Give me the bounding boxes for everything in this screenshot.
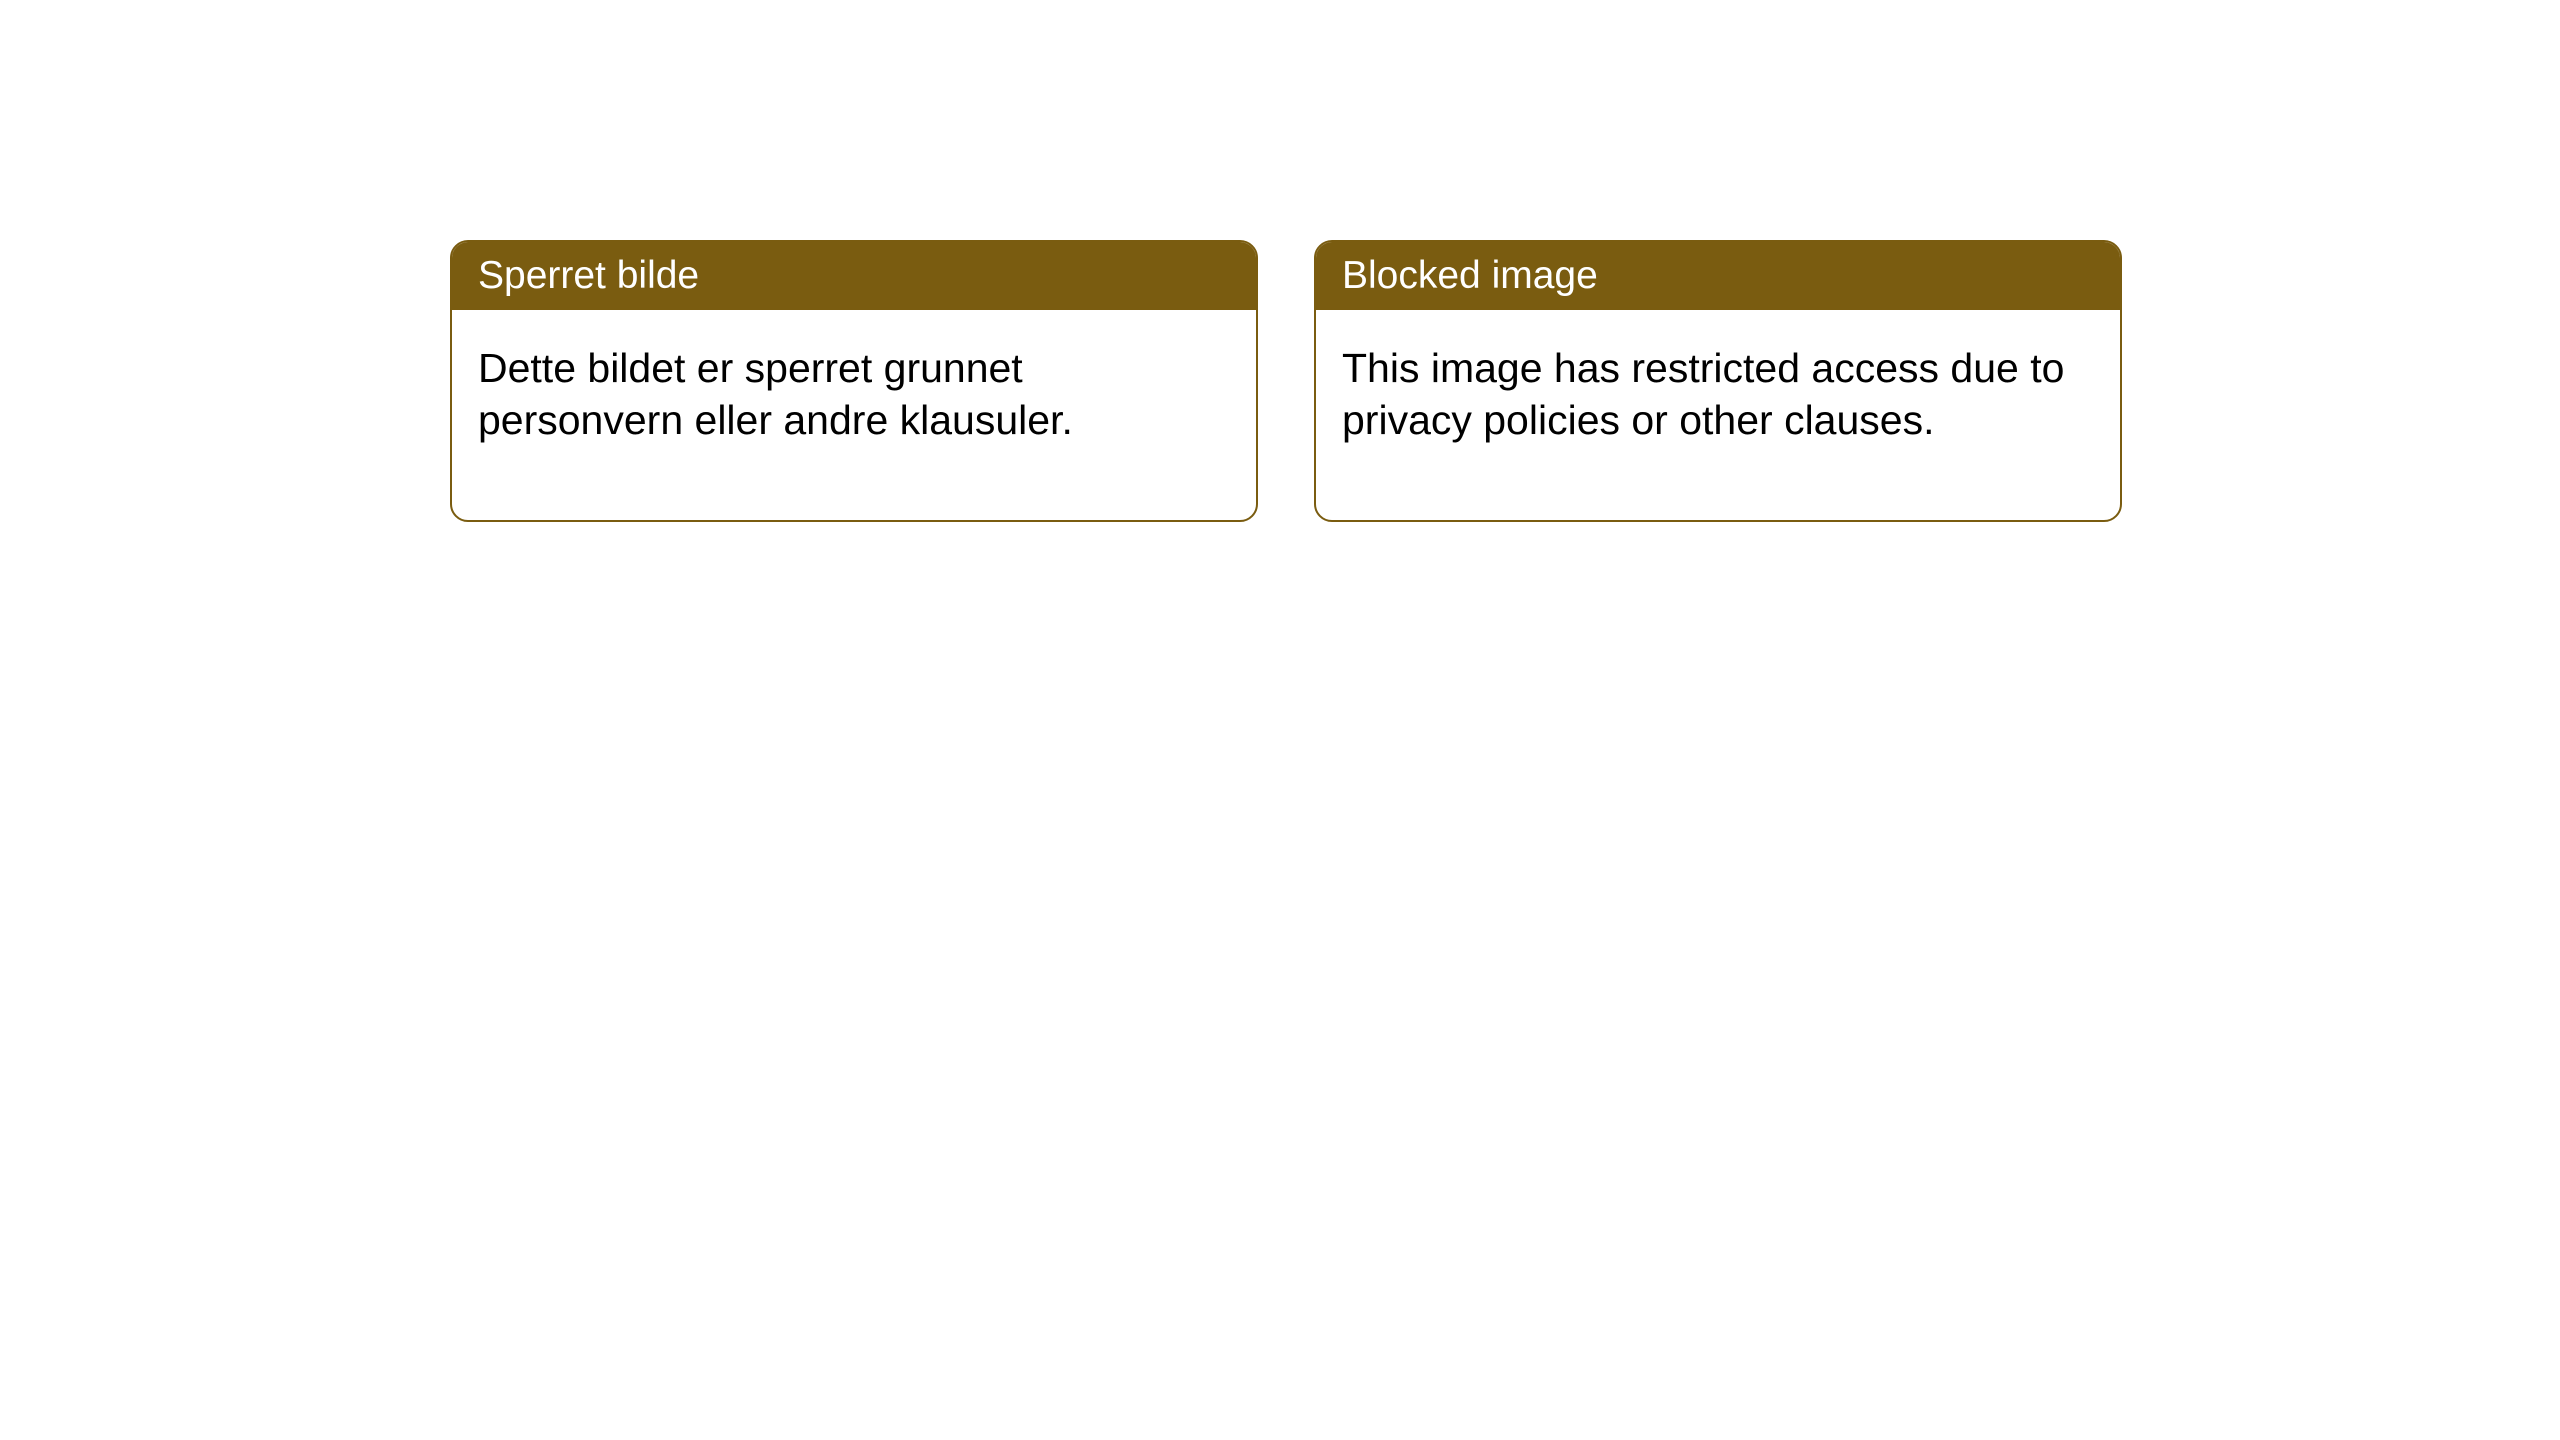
notice-title: Blocked image [1316, 242, 2120, 310]
notice-container: Sperret bilde Dette bildet er sperret gr… [0, 0, 2560, 522]
notice-body: This image has restricted access due to … [1316, 310, 2120, 520]
notice-box-norwegian: Sperret bilde Dette bildet er sperret gr… [450, 240, 1258, 522]
notice-title: Sperret bilde [452, 242, 1256, 310]
notice-body: Dette bildet er sperret grunnet personve… [452, 310, 1256, 520]
notice-box-english: Blocked image This image has restricted … [1314, 240, 2122, 522]
